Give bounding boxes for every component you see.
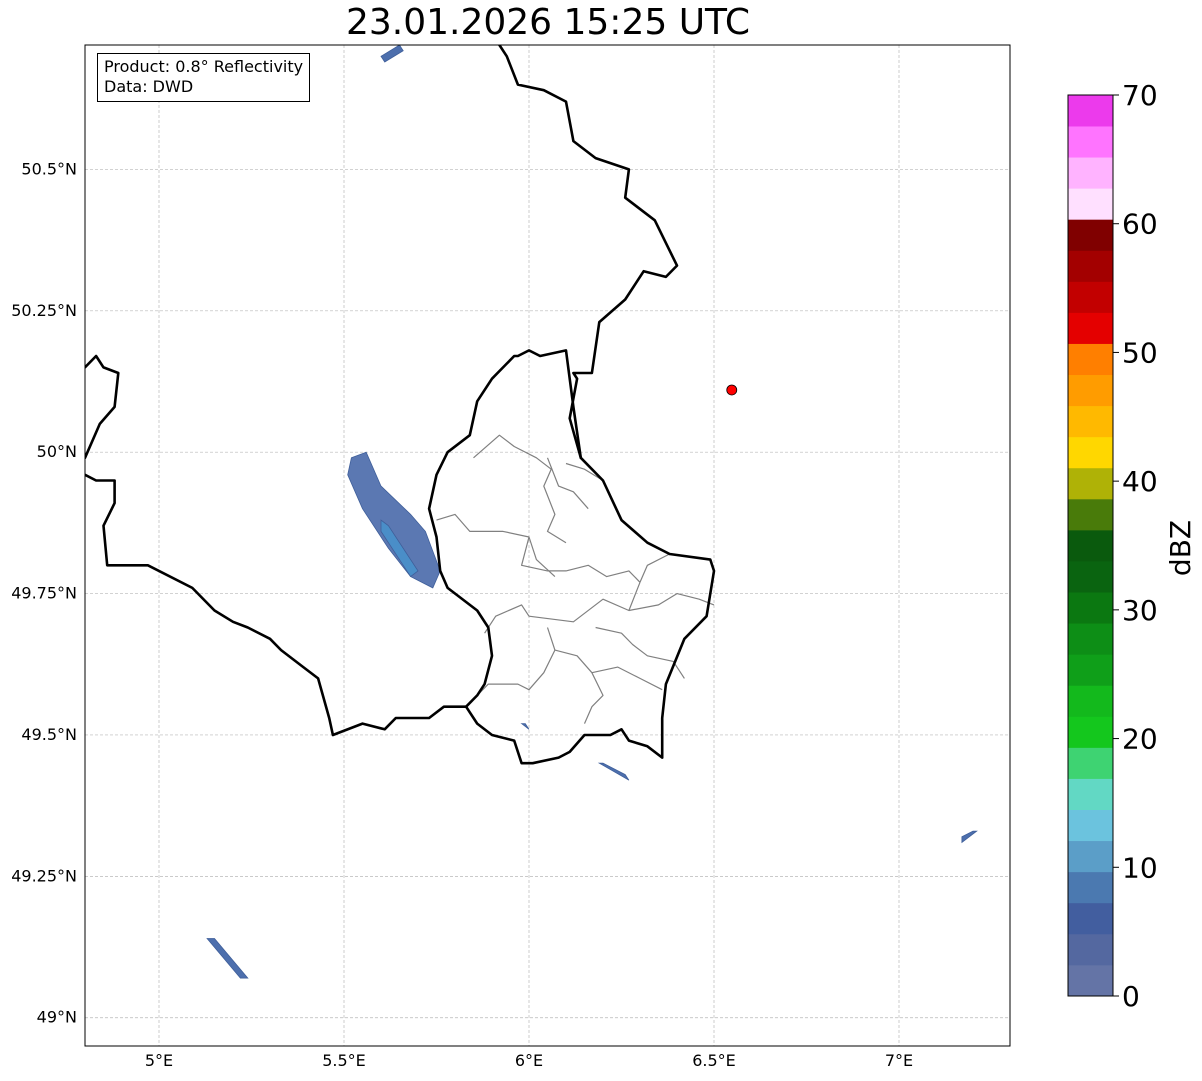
- latitude-tick-label: 49.5°N: [21, 725, 77, 744]
- longitude-tick-label: 7°E: [885, 1051, 913, 1070]
- colorbar-frame: [1067, 94, 1114, 997]
- colorbar-swatch: [1068, 250, 1113, 282]
- radar-site: [726, 384, 738, 396]
- colorbar-swatch: [1068, 902, 1113, 935]
- colorbar-tick-label: 30: [1122, 594, 1158, 627]
- country-borders: [85, 45, 716, 765]
- canton-boundary: [436, 513, 556, 578]
- canton-boundary: [546, 457, 589, 510]
- colorbar-tick-label: 20: [1122, 723, 1158, 756]
- colorbar-tick-label: 0: [1122, 980, 1140, 1013]
- colorbar-swatch: [1068, 654, 1113, 686]
- country-border: [85, 354, 120, 460]
- longitude-ticks: 5°E 5.5°E 6°E 6.5°E 7°E: [145, 1051, 913, 1070]
- reflectivity-echo: [206, 938, 249, 979]
- product-label: Product: 0.8° Reflectivity: [104, 57, 304, 76]
- colorbar-swatch: [1068, 747, 1113, 779]
- longitude-tick-label: 5°E: [145, 1051, 173, 1070]
- reflectivity-echo: [380, 519, 419, 578]
- colorbar-swatch: [1068, 871, 1113, 904]
- colorbar-swatch: [1068, 840, 1113, 873]
- reflectivity-echo: [961, 830, 978, 844]
- colorbar-swatch: [1068, 126, 1113, 158]
- colorbar-swatch: [1068, 405, 1113, 438]
- canton-boundaries: [436, 434, 715, 724]
- colorbar-swatch: [1068, 498, 1113, 531]
- canton-boundary: [639, 553, 670, 583]
- colorbar: 0 10 20 30 40 50 60 70 dBZ: [1067, 79, 1197, 1013]
- latitude-tick-label: 50.5°N: [21, 159, 77, 178]
- canton-boundary: [484, 582, 641, 634]
- latitude-ticks: 50.5°N 50.25°N 50°N 49.75°N 49.5°N 49.25°N 49°…: [11, 159, 77, 1026]
- colorbar-swatch: [1068, 374, 1113, 407]
- latitude-tick-label: 50.25°N: [11, 301, 77, 320]
- country-border: [427, 349, 583, 709]
- radar-site-marker: [726, 384, 738, 396]
- longitude-tick-label: 6.5°E: [692, 1051, 736, 1070]
- canton-boundary: [520, 536, 641, 583]
- colorbar-swatch: [1068, 964, 1113, 997]
- latitude-tick-label: 49.75°N: [11, 584, 77, 603]
- colorbar-swatch: [1068, 95, 1113, 127]
- country-border: [85, 45, 716, 765]
- radar-echoes: [206, 45, 978, 979]
- colorbar-swatch: [1068, 312, 1113, 344]
- map-frame: [84, 44, 1011, 1047]
- data-source-label: Data: DWD: [104, 77, 194, 96]
- colorbar-swatch: [1068, 592, 1113, 624]
- canton-boundary: [565, 462, 604, 482]
- reflectivity-echo: [380, 45, 404, 63]
- longitude-tick-label: 5.5°E: [322, 1051, 366, 1070]
- colorbar-swatch: [1068, 933, 1113, 966]
- longitude-tick-label: 6°E: [515, 1051, 543, 1070]
- graticule: [85, 45, 1010, 1046]
- colorbar-swatch: [1068, 561, 1113, 593]
- colorbar-swatch: [1068, 623, 1113, 655]
- colorbar-tick-label: 60: [1122, 208, 1158, 241]
- map-title: 23.01.2026 15:25 UTC: [345, 2, 751, 43]
- canton-boundary: [628, 592, 715, 612]
- colorbar-tick-label: 40: [1122, 465, 1158, 498]
- colorbar-tick-label: 70: [1122, 79, 1158, 112]
- canton-boundary: [554, 649, 604, 724]
- product-info-box: Product: 0.8° Reflectivity Data: DWD: [97, 53, 311, 102]
- colorbar-tick-label: 50: [1122, 336, 1158, 369]
- canton-boundary: [473, 434, 567, 544]
- colorbar-swatch: [1068, 685, 1113, 717]
- latitude-tick-label: 50°N: [37, 442, 77, 461]
- colorbar-swatch: [1068, 716, 1113, 748]
- colorbar-swatch: [1068, 157, 1113, 189]
- canton-boundary: [591, 666, 663, 691]
- colorbar-unit: dBZ: [1164, 520, 1197, 576]
- colorbar-swatch: [1068, 467, 1113, 500]
- colorbar-swatch: [1068, 188, 1113, 220]
- reflectivity-echo: [597, 762, 630, 781]
- colorbar-swatch: [1068, 529, 1113, 562]
- latitude-tick-label: 49.25°N: [11, 866, 77, 885]
- colorbar-swatch: [1068, 281, 1113, 313]
- map-background: [85, 45, 1010, 1046]
- reflectivity-echo: [520, 723, 530, 730]
- colorbar-swatch: [1068, 778, 1113, 810]
- reflectivity-echo: [347, 451, 441, 589]
- colorbar-swatch: [1068, 809, 1113, 842]
- colorbar-swatch: [1068, 219, 1113, 251]
- colorbar-swatch: [1068, 343, 1113, 376]
- colorbar-swatch: [1068, 436, 1113, 469]
- latitude-tick-label: 49°N: [37, 1008, 77, 1027]
- colorbar-tick-label: 10: [1122, 851, 1158, 884]
